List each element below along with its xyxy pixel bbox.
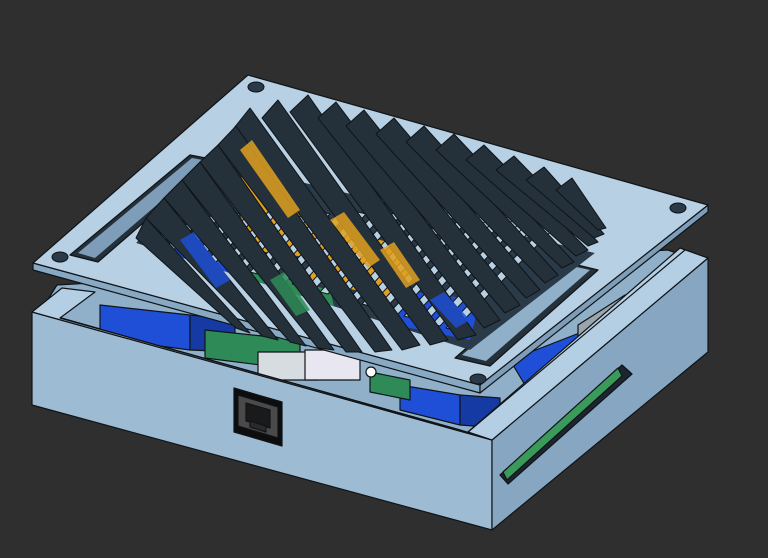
lid-screw-holes — [51, 81, 687, 385]
enclosure-rim-right — [467, 247, 709, 441]
vented-lid — [32, 74, 709, 394]
lid-vent-interior — [180, 140, 470, 328]
rj45-port — [233, 387, 283, 447]
screw-hole-icon — [51, 251, 69, 263]
screw-hole-icon — [669, 202, 687, 214]
lid-vent-slots — [135, 94, 607, 353]
pcb-board — [204, 329, 411, 401]
screw-hole-icon — [469, 373, 487, 385]
screw-hole-icon — [247, 81, 265, 93]
side-slot — [499, 364, 633, 485]
